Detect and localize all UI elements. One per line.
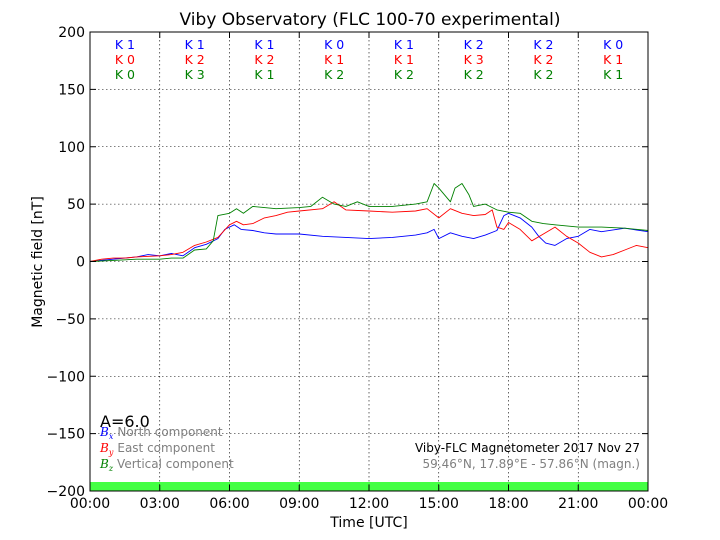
chart-title: Viby Observatory (FLC 100-70 experimenta…: [180, 10, 561, 30]
x-tick-label: 15:00: [419, 496, 459, 512]
y-tick-label: 0: [76, 255, 85, 271]
series-line: [89, 212, 649, 262]
k-index-value: K 1: [185, 37, 205, 52]
x-tick-label: 12:00: [349, 496, 389, 512]
k-index-value: K 0: [603, 37, 623, 52]
x-tick-label: 09:00: [279, 496, 319, 512]
y-tick-label: −150: [47, 427, 85, 443]
x-tick-labels: 00:00 03:00 06:00 09:00 12:00 15:00 18:00 21:00…: [70, 496, 668, 512]
y-tick-labels: 200 150 100 50 0 −50 −100 −150 −200: [47, 25, 85, 500]
x-tick-label: 06:00: [209, 496, 249, 512]
k-index-value: K 2: [254, 52, 274, 67]
y-tick-label: −50: [55, 312, 85, 328]
y-tick-label: −200: [47, 484, 85, 500]
series-line: [89, 201, 649, 262]
y-tick-label: 100: [58, 140, 85, 156]
x-tick-label: 00:00: [628, 496, 668, 512]
y-axis-label: Magnetic field [nT]: [30, 196, 46, 328]
series-layer: [89, 183, 649, 262]
k-index-value: K 2: [185, 52, 205, 67]
k-index-value: K 2: [394, 67, 414, 82]
instrument-info: Viby-FLC Magnetometer 2017 Nov 27: [415, 441, 640, 455]
series-line: [89, 183, 649, 262]
k-index-value: K 3: [185, 67, 205, 82]
k-index-value: K 1: [254, 37, 274, 52]
k-index-value: K 1: [115, 37, 135, 52]
y-tick-label: 150: [58, 82, 85, 98]
k-index-value: K 0: [324, 37, 344, 52]
y-tick-label: 200: [58, 25, 85, 41]
k-index-value: K 1: [254, 67, 274, 82]
k-index-value: K 0: [115, 52, 135, 67]
plot-frame: [89, 31, 649, 492]
x-tick-label: 21:00: [558, 496, 598, 512]
legend-entry: Bz Vertical component: [99, 457, 234, 473]
legend-entry: By East component: [99, 441, 215, 457]
k-index-value: K 1: [603, 52, 623, 67]
k-index-value: K 1: [394, 52, 414, 67]
x-tick-label: 03:00: [140, 496, 180, 512]
x-tick-label: 00:00: [70, 496, 110, 512]
legend-entry: Bx North component: [99, 425, 223, 441]
k-index-value: K 2: [464, 67, 484, 82]
activity-index: A=6.0: [100, 412, 150, 431]
k-index-value: K 2: [464, 37, 484, 52]
k-index-value: K 2: [324, 67, 344, 82]
grid-lines: [90, 32, 648, 491]
k-index-value: K 3: [464, 52, 484, 67]
k-index-value: K 1: [324, 52, 344, 67]
k-index-value: K 2: [533, 52, 553, 67]
k-index-value: K 2: [533, 67, 553, 82]
y-tick-label: 50: [67, 197, 85, 213]
k-index-value: K 1: [603, 67, 623, 82]
location-info: 59.46°N, 17.89°E - 57.86°N (magn.): [423, 457, 640, 471]
k-index-value: K 0: [115, 67, 135, 82]
k-index-value: K 1: [394, 37, 414, 52]
x-tick-label: 18:00: [488, 496, 528, 512]
k-index-value: K 2: [533, 37, 553, 52]
y-tick-label: −100: [47, 369, 85, 385]
x-axis-label: Time [UTC]: [329, 515, 407, 531]
